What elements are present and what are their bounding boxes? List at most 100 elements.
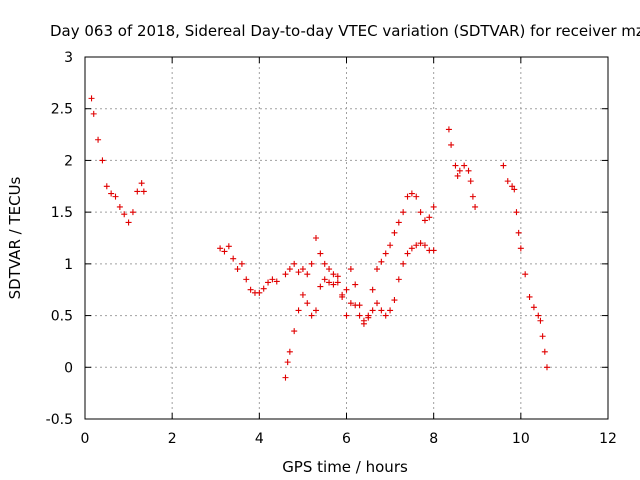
data-point xyxy=(273,278,280,285)
data-point xyxy=(404,193,411,200)
axis-ticks: 0 2 4 6 8 10 12 -0.5 0 0.5 1 1.5 2 2.5 3 xyxy=(46,50,617,447)
data-point xyxy=(230,255,237,262)
data-point xyxy=(347,300,354,307)
data-point xyxy=(360,317,367,324)
data-point xyxy=(382,312,389,319)
data-point xyxy=(334,273,341,280)
data-point xyxy=(504,178,511,185)
data-point xyxy=(426,214,433,221)
data-point xyxy=(400,209,407,216)
data-point xyxy=(265,279,272,286)
data-point xyxy=(413,193,420,200)
data-point xyxy=(454,172,461,179)
data-point xyxy=(129,209,136,216)
data-point xyxy=(448,141,455,148)
data-point xyxy=(456,167,463,174)
data-point xyxy=(286,266,293,273)
data-point xyxy=(121,211,128,218)
chart-title: Day 063 of 2018, Sidereal Day-to-day VTE… xyxy=(50,22,640,40)
data-point xyxy=(513,209,520,216)
data-point xyxy=(530,304,537,311)
y-tick-label: 0 xyxy=(64,360,73,376)
x-tick-label: 6 xyxy=(342,431,351,447)
data-point xyxy=(295,307,302,314)
data-point xyxy=(430,247,437,254)
data-points xyxy=(88,95,550,381)
grid-lines xyxy=(85,57,608,419)
data-point xyxy=(299,291,306,298)
data-point xyxy=(378,258,385,265)
data-point xyxy=(334,279,341,286)
data-point xyxy=(312,235,319,241)
data-point xyxy=(95,136,102,143)
data-point xyxy=(321,276,328,283)
data-point xyxy=(343,312,350,319)
data-point xyxy=(321,260,328,267)
y-axis-label: SDTVAR / TECUs xyxy=(6,176,24,299)
data-point xyxy=(234,266,241,273)
data-point xyxy=(225,243,232,250)
data-point xyxy=(417,240,424,247)
data-point xyxy=(140,188,147,195)
y-tick-label: 2.5 xyxy=(51,102,73,118)
data-point xyxy=(356,302,363,309)
data-point xyxy=(369,307,376,314)
data-point xyxy=(400,260,407,267)
data-point xyxy=(421,217,428,224)
data-point xyxy=(308,260,315,267)
data-point xyxy=(339,293,346,300)
data-point xyxy=(500,162,507,169)
data-point xyxy=(408,190,415,197)
data-point xyxy=(515,229,522,236)
data-point xyxy=(543,364,550,371)
data-point xyxy=(343,286,350,293)
data-point xyxy=(374,300,381,307)
data-point xyxy=(221,248,228,255)
data-point xyxy=(526,293,533,300)
data-point xyxy=(284,359,291,366)
data-point xyxy=(282,374,289,381)
data-point xyxy=(472,203,479,210)
data-point xyxy=(217,245,224,252)
data-point xyxy=(299,266,306,273)
data-point xyxy=(511,186,518,193)
data-point xyxy=(391,229,398,236)
x-tick-label: 12 xyxy=(599,431,617,447)
data-point xyxy=(291,260,298,267)
x-tick-label: 10 xyxy=(512,431,530,447)
data-point xyxy=(387,242,394,249)
data-point xyxy=(291,328,298,335)
data-point xyxy=(382,250,389,257)
data-point xyxy=(317,250,324,257)
data-point xyxy=(304,271,311,278)
data-point xyxy=(517,245,524,252)
y-tick-label: -0.5 xyxy=(46,412,73,428)
data-point xyxy=(352,281,359,288)
data-point xyxy=(330,271,337,278)
data-point xyxy=(125,219,132,226)
data-point xyxy=(445,126,452,133)
data-point xyxy=(408,245,415,252)
data-point xyxy=(395,276,402,283)
data-point xyxy=(378,307,385,314)
data-point xyxy=(541,348,548,355)
data-point xyxy=(522,271,529,278)
data-point xyxy=(387,307,394,314)
data-point xyxy=(467,178,474,185)
data-point xyxy=(369,286,376,293)
data-point xyxy=(326,279,333,286)
x-tick-label: 4 xyxy=(255,431,264,447)
data-point xyxy=(417,209,424,216)
data-point xyxy=(103,183,110,190)
data-point xyxy=(535,312,542,319)
data-point xyxy=(138,180,145,187)
data-point xyxy=(374,266,381,273)
data-point xyxy=(134,188,141,195)
data-point xyxy=(247,286,254,293)
data-point xyxy=(452,162,459,169)
data-point xyxy=(88,95,95,102)
y-tick-label: 0.5 xyxy=(51,309,73,325)
data-point xyxy=(312,307,319,314)
data-point xyxy=(90,110,97,117)
